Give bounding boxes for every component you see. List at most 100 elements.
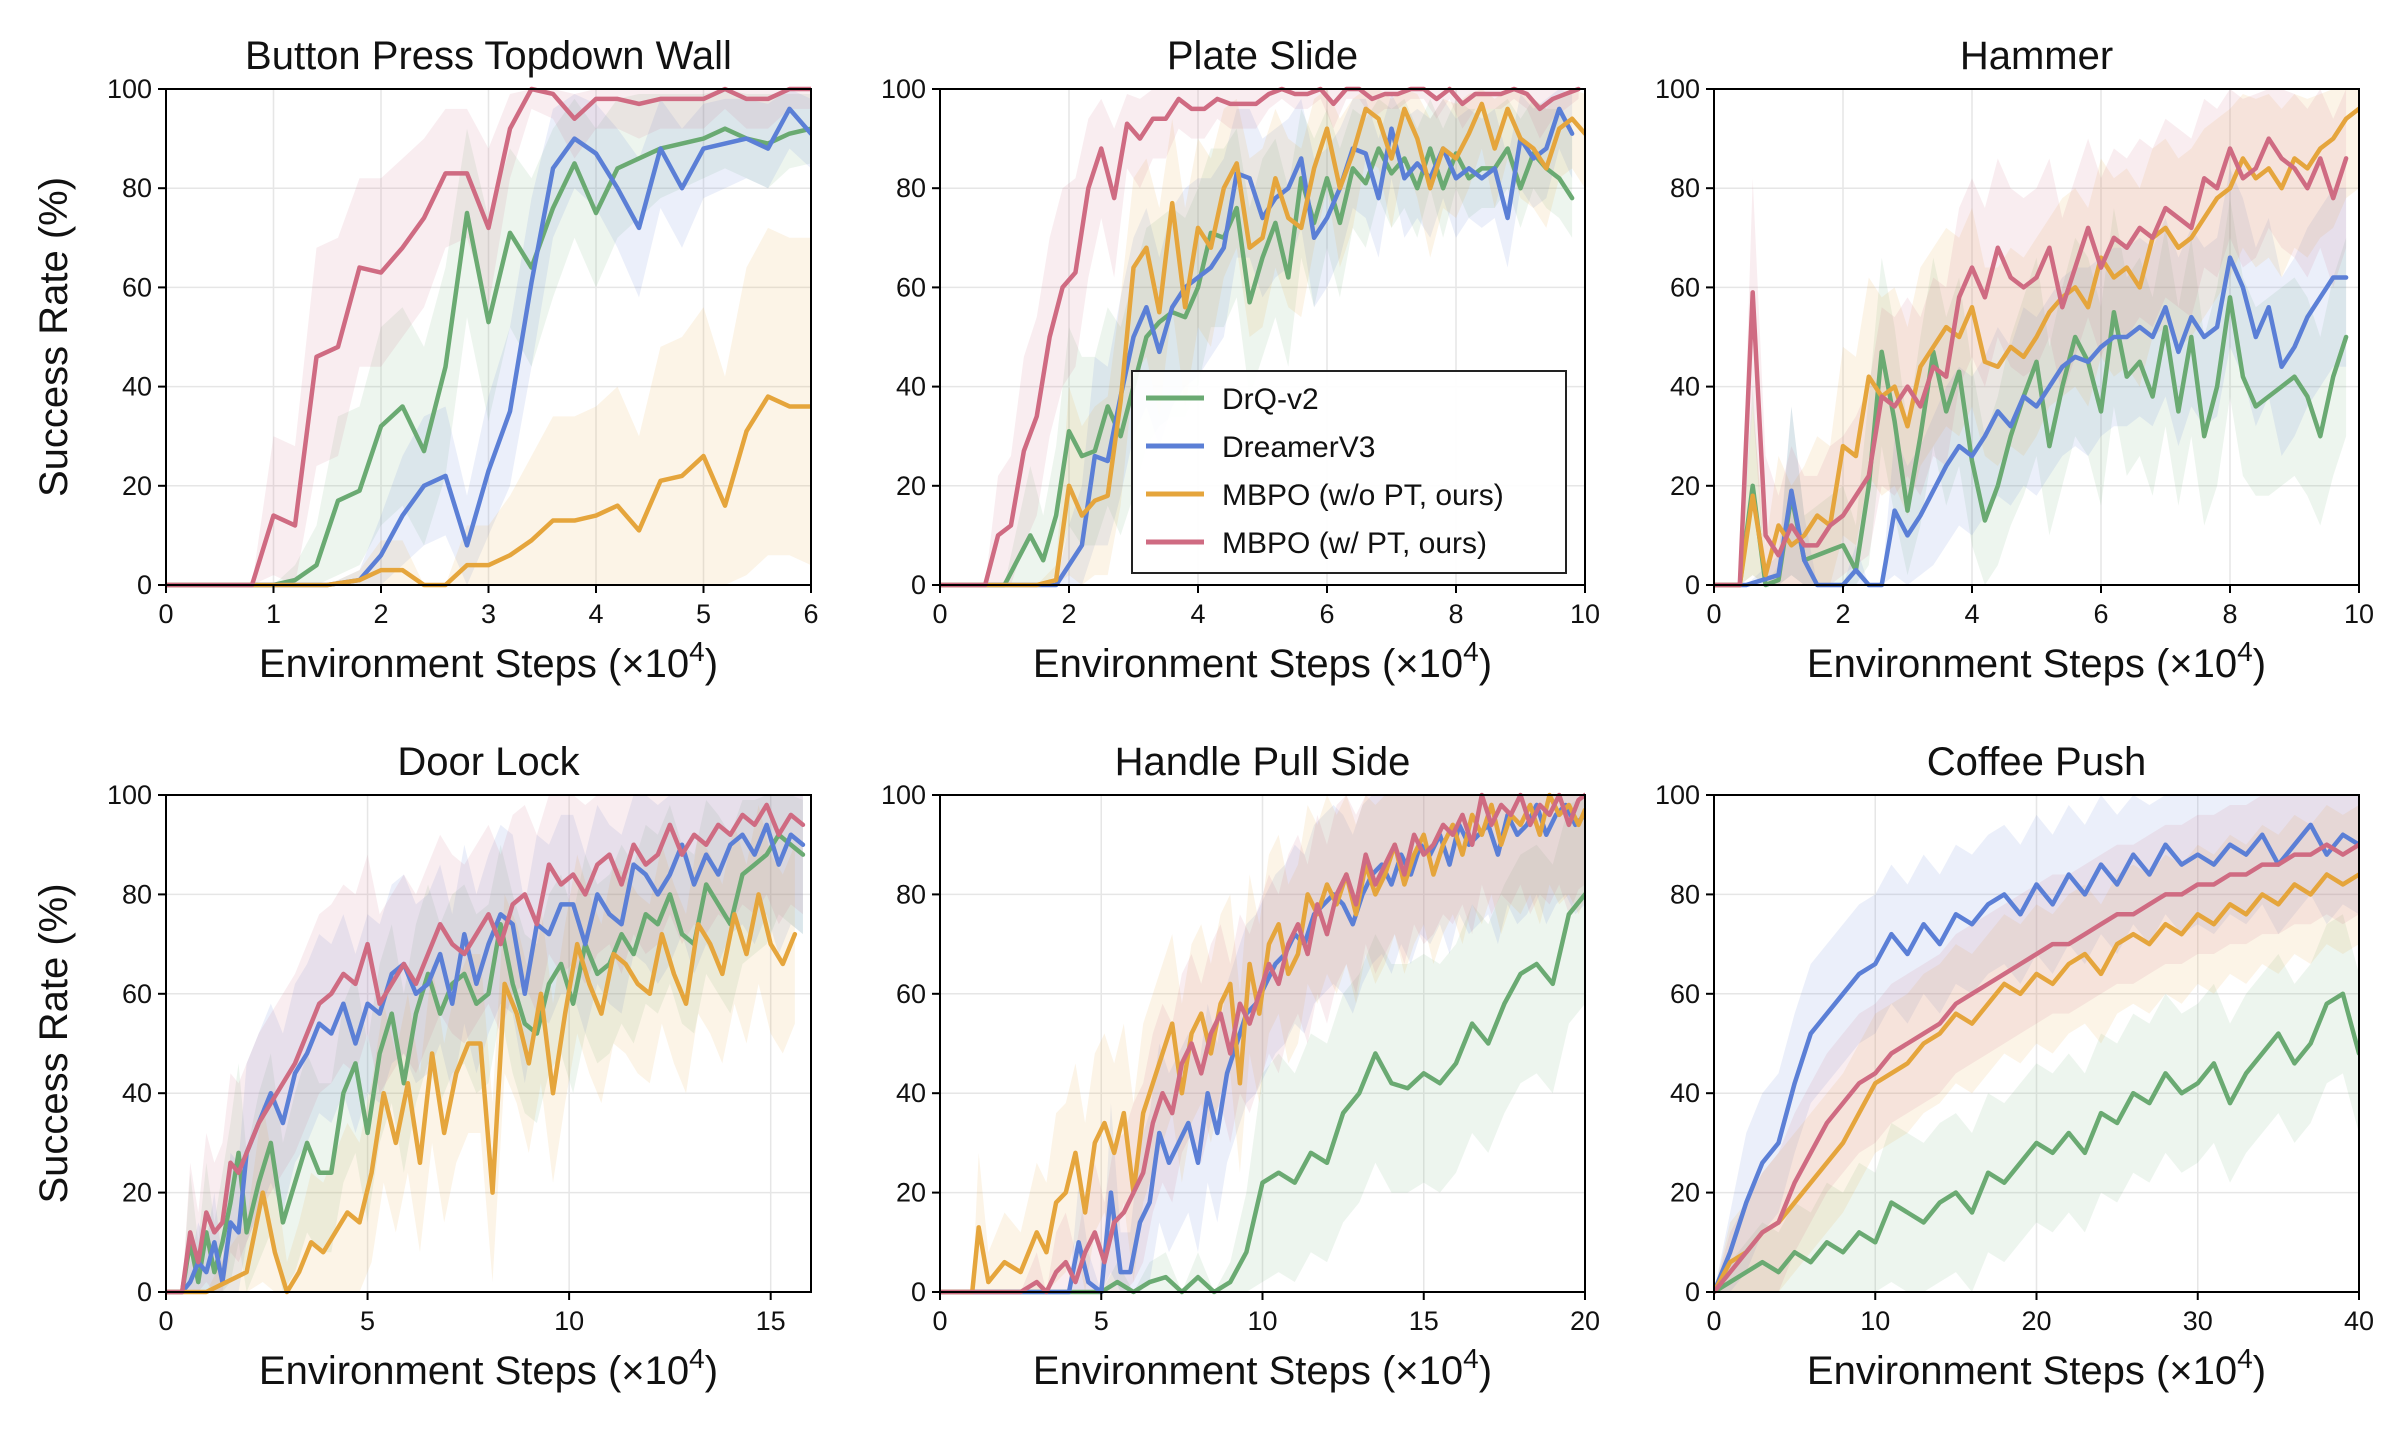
y-tick-label: 60 <box>1670 272 1700 302</box>
series-line-mbpo-w-pt-ours <box>166 86 811 588</box>
band-dreamerv3 <box>166 89 811 585</box>
x-tick-label: 0 <box>932 1306 947 1336</box>
x-tick-label: 5 <box>696 599 711 629</box>
band-mbpo-w-o-pt-ours <box>940 795 1585 1292</box>
y-tick-label: 60 <box>896 272 926 302</box>
y-tick-label: 80 <box>896 173 926 203</box>
x-axis-label: Environment Steps (×104) <box>259 636 718 686</box>
x-axis-label: Environment Steps (×104) <box>1033 1343 1492 1393</box>
legend: DrQ-v2 DreamerV3 MBPO (w/o PT, ours) MBPO (… <box>1131 370 1567 574</box>
x-tick-label: 2 <box>373 599 388 629</box>
legend-label-mbpo-w-o-pt-ours: MBPO (w/o PT, ours) <box>1222 479 1504 512</box>
series-line-mbpo-w-pt-ours <box>940 792 1585 1295</box>
series-line-drq-v2 <box>166 126 811 588</box>
series-line-mbpo-w-o-pt-ours <box>166 394 811 588</box>
x-tick-label: 1 <box>266 599 281 629</box>
x-axis-label: Environment Steps (×104) <box>259 1343 718 1393</box>
band-mbpo-w-o-pt-ours <box>940 89 1585 585</box>
series-line-drq-v2 <box>1714 991 2359 1295</box>
x-tick-label: 10 <box>554 1306 584 1336</box>
series-line-drq-v2 <box>940 892 1585 1295</box>
series-line-dreamerv3 <box>940 106 1575 588</box>
x-tick-label: 5 <box>1094 1306 1109 1336</box>
x-tick-label: 8 <box>2222 599 2237 629</box>
series-line-mbpo-w-o-pt-ours <box>1714 106 2359 588</box>
x-tick-label: 0 <box>1706 1306 1721 1336</box>
y-tick-label: 0 <box>1685 570 1700 600</box>
x-tick-label: 10 <box>1247 1306 1277 1336</box>
y-tick-label: 100 <box>881 74 926 104</box>
y-tick-label: 20 <box>122 471 152 501</box>
band-mbpo-w-pt-ours <box>940 89 1579 585</box>
y-tick-label: 20 <box>896 471 926 501</box>
band-mbpo-w-pt-ours <box>940 795 1585 1292</box>
x-tick-label: 15 <box>1409 1306 1439 1336</box>
series-line-mbpo-w-pt-ours <box>166 802 806 1295</box>
plot-area <box>940 86 1585 588</box>
y-tick-label: 40 <box>122 1078 152 1108</box>
y-tick-label: 80 <box>896 879 926 909</box>
series-line-drq-v2 <box>1714 295 2349 588</box>
axes-frame <box>165 794 812 1293</box>
y-tick-label: 40 <box>1670 372 1700 402</box>
axes-frame <box>1713 88 2360 586</box>
band-mbpo-w-o-pt-ours <box>166 227 811 585</box>
y-tick-label: 80 <box>1670 173 1700 203</box>
x-tick-label: 6 <box>1319 599 1334 629</box>
chart-panel-4: 0 5 10 15 0 20 40 60 80 100 Door Lock Environment S… <box>32 740 812 1393</box>
x-tick-label: 5 <box>360 1306 375 1336</box>
y-tick-label: 60 <box>122 979 152 1009</box>
x-tick-label: 2 <box>1835 599 1850 629</box>
plot-area <box>940 792 1585 1295</box>
legend-box <box>1131 370 1567 574</box>
x-tick-label: 6 <box>2093 599 2108 629</box>
y-tick-label: 40 <box>122 372 152 402</box>
y-axis-label: Success Rate (%) <box>32 883 76 1203</box>
y-tick-label: 20 <box>896 1178 926 1208</box>
y-tick-label: 0 <box>1685 1277 1700 1307</box>
plot-area <box>166 86 811 588</box>
plot-area <box>1714 795 2359 1295</box>
x-tick-label: 30 <box>2183 1306 2213 1336</box>
x-tick-label: 0 <box>158 599 173 629</box>
x-tick-label: 6 <box>803 599 818 629</box>
series-line-drq-v2 <box>166 832 806 1295</box>
legend-label-mbpo-w-pt-ours: MBPO (w/ PT, ours) <box>1222 527 1487 560</box>
band-drq-v2 <box>1714 914 2359 1292</box>
band-dreamerv3 <box>1714 795 2359 1292</box>
chart-panel-5: 0 5 10 15 20 0 20 40 60 80 100 Handle Pull Side Envi… <box>881 740 1600 1393</box>
legend-label-drq-v2: DrQ-v2 <box>1222 383 1319 416</box>
y-tick-label: 100 <box>881 780 926 810</box>
band-mbpo-w-pt-ours <box>166 89 811 585</box>
y-tick-label: 100 <box>1655 74 1700 104</box>
series-line-mbpo-w-pt-ours <box>940 86 1581 588</box>
x-tick-label: 10 <box>1860 1306 1890 1336</box>
x-tick-label: 20 <box>1570 1306 1600 1336</box>
x-tick-label: 15 <box>756 1306 786 1336</box>
y-tick-label: 60 <box>122 272 152 302</box>
chart-title: Plate Slide <box>1167 34 1358 78</box>
series-line-mbpo-w-o-pt-ours <box>940 101 1585 588</box>
series-line-mbpo-w-pt-ours <box>1714 842 2359 1295</box>
band-drq-v2 <box>940 795 1585 1292</box>
band-drq-v2 <box>940 98 1573 586</box>
y-tick-label: 40 <box>896 372 926 402</box>
axes-frame <box>939 88 1586 586</box>
y-tick-label: 40 <box>896 1078 926 1108</box>
y-tick-label: 80 <box>122 173 152 203</box>
x-tick-label: 3 <box>481 599 496 629</box>
series-line-mbpo-w-o-pt-ours <box>1714 872 2359 1295</box>
band-mbpo-w-pt-ours <box>1714 795 2359 1292</box>
y-tick-label: 100 <box>1655 780 1700 810</box>
series-line-mbpo-w-o-pt-ours <box>166 892 798 1295</box>
y-tick-label: 40 <box>1670 1078 1700 1108</box>
y-tick-label: 20 <box>1670 471 1700 501</box>
y-tick-label: 0 <box>911 1277 926 1307</box>
x-tick-label: 10 <box>2344 599 2374 629</box>
y-tick-label: 80 <box>122 879 152 909</box>
chart-title: Hammer <box>1960 34 2113 78</box>
series-line-mbpo-w-pt-ours <box>1714 136 2349 588</box>
